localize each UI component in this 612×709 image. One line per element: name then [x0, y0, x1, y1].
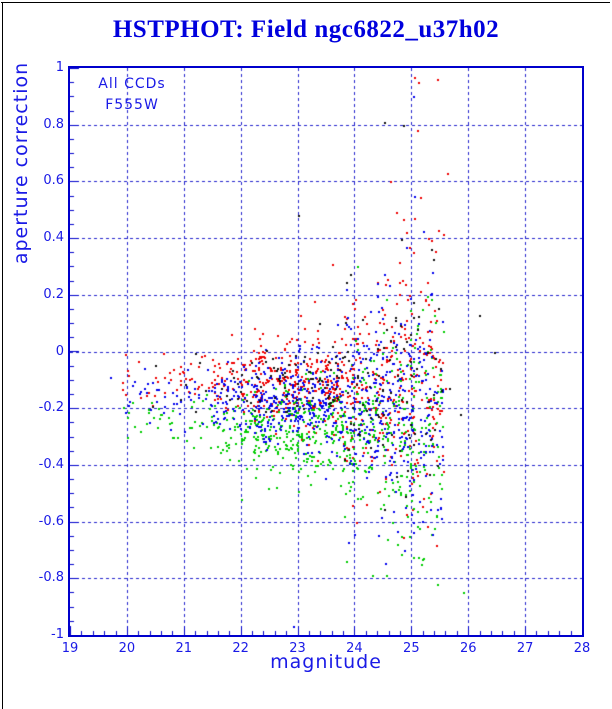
y-tick-label: -1 [51, 627, 64, 642]
y-tick-label: -0.6 [38, 513, 64, 529]
y-tick-label: 0 [55, 343, 64, 359]
y-tick-label: 0.2 [43, 286, 64, 302]
y-tick-label: -0.8 [38, 570, 64, 586]
x-tick-label: 22 [232, 641, 249, 656]
annotation-filter-f555w: F555W [105, 97, 159, 113]
plot-area: All CCDs F555W [68, 66, 584, 637]
y-tick-label: 0.8 [43, 116, 64, 132]
x-tick-label: 24 [346, 641, 363, 656]
y-tick-label: 0.6 [43, 173, 64, 189]
annotation-all-ccds: All CCDs [98, 76, 166, 92]
x-tick-label: 23 [289, 641, 306, 656]
x-tick-label: 28 [573, 641, 591, 656]
window-border-top [1, 2, 610, 3]
annotation-block: All CCDs F555W [84, 74, 180, 116]
y-tick-label: -0.2 [38, 400, 64, 416]
y-tick-label: -0.4 [38, 456, 64, 472]
x-tick-label: 20 [118, 641, 136, 656]
scatter-canvas [70, 68, 582, 635]
y-tick-label: 1 [55, 60, 64, 75]
y-tick-label: 0.4 [43, 230, 64, 246]
x-tick-label: 21 [175, 641, 193, 656]
window-border-left [2, 2, 3, 709]
x-tick-label: 19 [61, 641, 79, 656]
x-axis-title: magnitude [270, 651, 382, 673]
chart-title: HSTPHOT: Field ngc6822_u37h02 [112, 16, 500, 43]
x-tick-label: 25 [403, 641, 420, 656]
x-tick-label: 27 [516, 641, 534, 656]
x-tick-label: 26 [459, 641, 477, 656]
